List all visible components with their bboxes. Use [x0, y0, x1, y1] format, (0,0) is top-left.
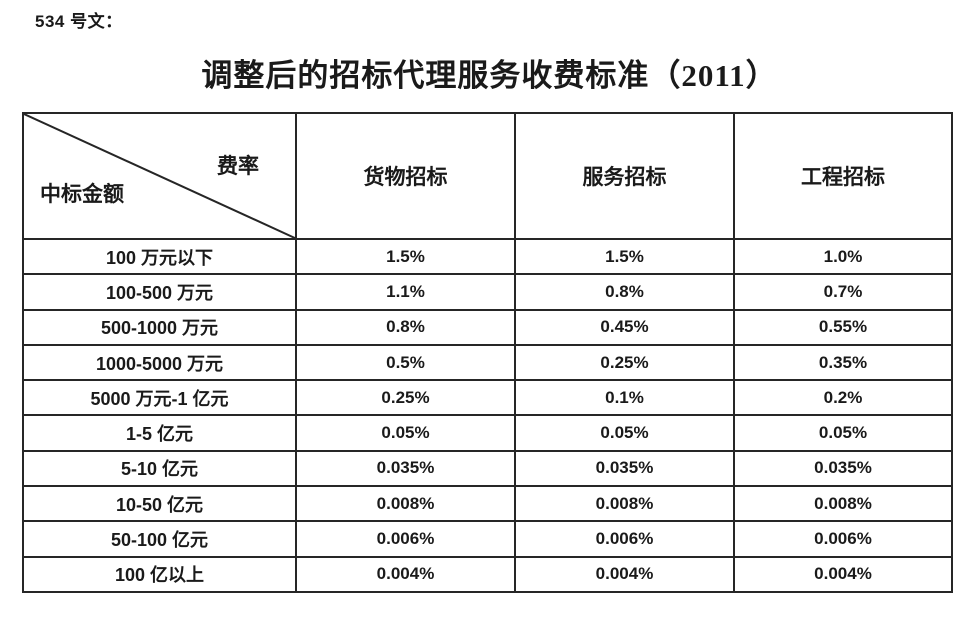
row-label: 5-10 亿元 [22, 449, 297, 488]
table-row: 1000-5000 万元 0.5% 0.25% 0.35% [22, 343, 953, 382]
table-row: 100 亿以上 0.004% 0.004% 0.004% [22, 555, 953, 594]
rate-value: 0.05% [733, 414, 953, 452]
table-header-row: 费率 中标金额 货物招标 服务招标 工程招标 [22, 111, 953, 241]
table-row: 500-1000 万元 0.8% 0.45% 0.55% [22, 308, 953, 346]
rate-value: 0.006% [514, 520, 735, 558]
corner-label-bid-amount: 中标金额 [40, 182, 124, 207]
table-row: 10-50 亿元 0.008% 0.008% 0.008% [22, 485, 953, 523]
rate-value: 0.006% [295, 520, 516, 558]
rate-value: 1.5% [295, 238, 516, 276]
rate-value: 0.008% [295, 485, 516, 523]
rate-value: 0.35% [733, 343, 953, 382]
rate-value: 0.25% [514, 343, 735, 382]
row-label: 5000 万元-1 亿元 [22, 379, 297, 417]
rate-value: 1.0% [733, 238, 953, 276]
rate-value: 0.035% [733, 449, 953, 488]
corner-label-rate: 费率 [217, 154, 259, 178]
table-row: 5000 万元-1 亿元 0.25% 0.1% 0.2% [22, 379, 953, 417]
row-label: 100 亿以上 [22, 555, 297, 594]
row-label: 10-50 亿元 [22, 485, 297, 523]
rate-value: 0.004% [295, 555, 516, 594]
table-row: 50-100 亿元 0.006% 0.006% 0.006% [22, 520, 953, 558]
rate-value: 0.035% [295, 449, 516, 488]
row-label: 1-5 亿元 [22, 414, 297, 452]
rate-value: 0.55% [733, 308, 953, 346]
rate-value: 1.5% [514, 238, 735, 276]
rate-value: 0.45% [514, 308, 735, 346]
rate-value: 0.05% [514, 414, 735, 452]
rate-value: 0.1% [514, 379, 735, 417]
page-title: 调整后的招标代理服务收费标准（2011） [201, 58, 778, 93]
rate-value: 0.2% [733, 379, 953, 417]
document-number: 534 号文： [35, 12, 123, 31]
rate-value: 0.05% [295, 414, 516, 452]
rate-value: 0.8% [295, 308, 516, 346]
fee-rate-table: 费率 中标金额 货物招标 服务招标 工程招标 100 万元以下 1.5% 1.5… [22, 111, 953, 594]
table-row: 100-500 万元 1.1% 0.8% 0.7% [22, 273, 953, 311]
rate-value: 0.008% [514, 485, 735, 523]
rate-value: 0.006% [733, 520, 953, 558]
row-label: 1000-5000 万元 [22, 343, 297, 382]
rate-value: 0.004% [514, 555, 735, 594]
rate-value: 0.7% [733, 273, 953, 311]
diagonal-divider-line [25, 115, 294, 238]
rate-value: 0.5% [295, 343, 516, 382]
row-label: 50-100 亿元 [22, 520, 297, 558]
rate-value: 0.25% [295, 379, 516, 417]
row-label: 500-1000 万元 [22, 308, 297, 346]
rate-value: 0.008% [733, 485, 953, 523]
column-header-goods: 货物招标 [295, 111, 516, 241]
column-header-works: 工程招标 [733, 111, 953, 241]
table-row: 5-10 亿元 0.035% 0.035% 0.035% [22, 449, 953, 488]
row-label: 100-500 万元 [22, 273, 297, 311]
table-row: 100 万元以下 1.5% 1.5% 1.0% [22, 238, 953, 276]
table-row: 1-5 亿元 0.05% 0.05% 0.05% [22, 414, 953, 452]
diagonal-corner-cell: 费率 中标金额 [22, 111, 297, 241]
rate-value: 0.8% [514, 273, 735, 311]
row-label: 100 万元以下 [22, 238, 297, 276]
rate-value: 1.1% [295, 273, 516, 311]
rate-value: 0.035% [514, 449, 735, 488]
column-header-service: 服务招标 [514, 111, 735, 241]
rate-value: 0.004% [733, 555, 953, 594]
